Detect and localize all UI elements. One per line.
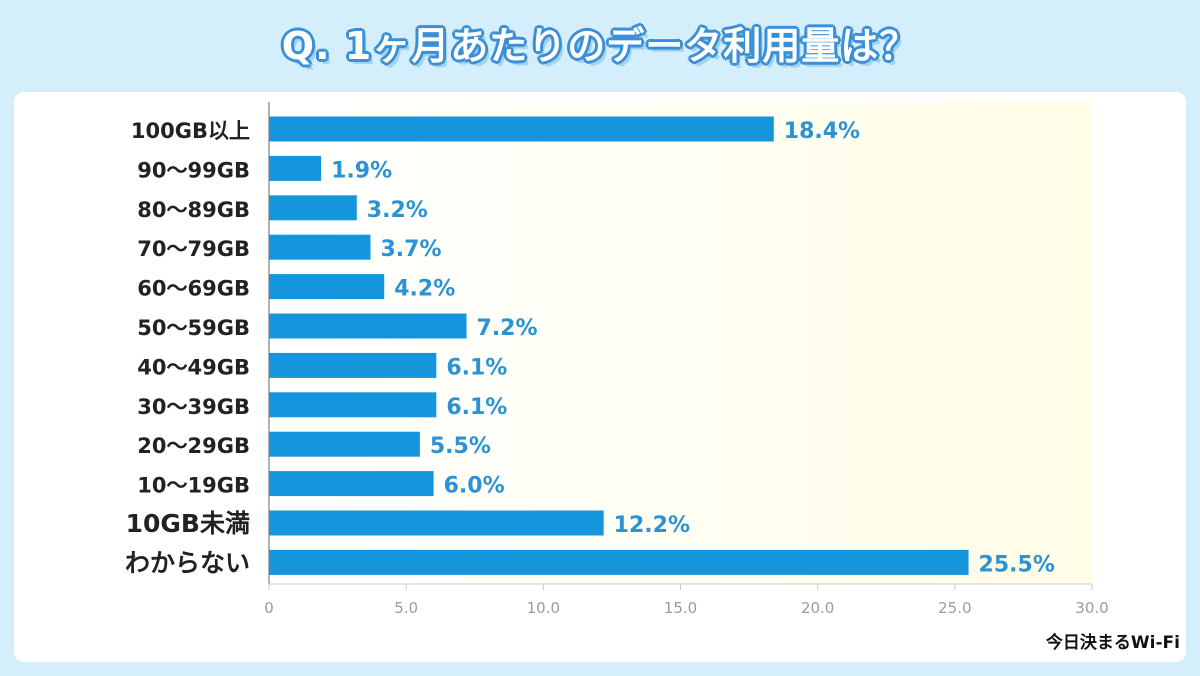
category-label: 100GB以上 xyxy=(131,119,250,143)
category-label: 80〜89GB xyxy=(137,198,250,222)
value-label: 1.9% xyxy=(331,158,392,183)
value-label: 12.2% xyxy=(614,513,690,538)
x-tick-label: 10.0 xyxy=(527,599,560,617)
credit-label: 今日決まるWi-Fi xyxy=(1045,633,1180,653)
bar xyxy=(269,313,467,339)
x-tick-label: 20.0 xyxy=(801,599,834,617)
value-label: 6.1% xyxy=(446,355,507,380)
bar xyxy=(269,195,357,221)
bar xyxy=(269,116,774,142)
bar xyxy=(269,471,434,497)
bar xyxy=(269,274,385,300)
x-tick-label: 15.0 xyxy=(664,599,697,617)
category-label: 40〜49GB xyxy=(137,355,250,379)
bar xyxy=(269,549,969,575)
bar xyxy=(269,431,420,457)
category-label: 70〜79GB xyxy=(137,237,250,261)
value-label: 3.7% xyxy=(381,237,442,262)
value-label: 4.2% xyxy=(394,277,455,302)
value-label: 18.4% xyxy=(784,119,860,144)
bar xyxy=(269,234,371,260)
category-label: わからない xyxy=(125,548,250,577)
bar xyxy=(269,352,437,378)
bar xyxy=(269,392,437,418)
chart-title: Q. 1ヶ月あたりのデータ利用量は？ xyxy=(281,24,919,68)
value-label: 6.0% xyxy=(444,474,505,499)
category-label: 60〜69GB xyxy=(137,277,250,301)
x-tick-label: 25.0 xyxy=(938,599,971,617)
value-label: 5.5% xyxy=(430,434,491,459)
x-tick-label: 5.0 xyxy=(394,599,418,617)
plot-area xyxy=(269,102,1092,583)
bar xyxy=(269,155,322,181)
category-label: 10〜19GB xyxy=(137,474,250,498)
category-label: 50〜59GB xyxy=(137,316,250,340)
value-label: 6.1% xyxy=(446,395,507,420)
category-label: 90〜99GB xyxy=(137,158,250,182)
category-label: 10GB未満 xyxy=(126,509,250,538)
value-label: 7.2% xyxy=(477,316,538,341)
value-label: 3.2% xyxy=(367,198,428,223)
value-label: 25.5% xyxy=(979,552,1055,577)
x-tick-label: 30.0 xyxy=(1075,599,1108,617)
category-label: 30〜39GB xyxy=(137,395,250,419)
category-label: 20〜29GB xyxy=(137,434,250,458)
x-tick-label: 0 xyxy=(264,599,274,617)
bar xyxy=(269,510,604,536)
